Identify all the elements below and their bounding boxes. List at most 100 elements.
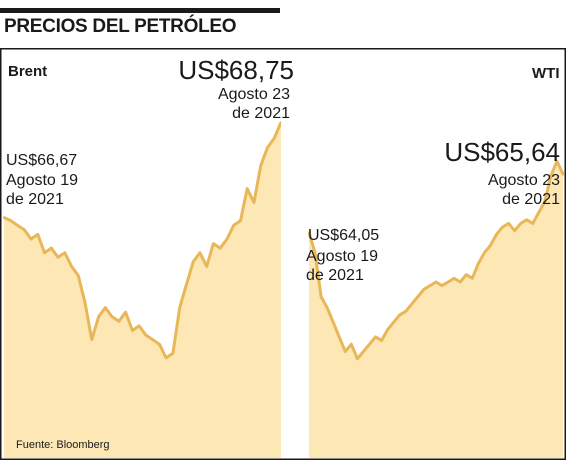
brent-point: [124, 311, 127, 314]
wti-point: [428, 284, 432, 287]
brent-point: [2, 216, 6, 219]
wti-point: [519, 222, 522, 225]
brent-start-value: US$66,67: [6, 152, 78, 169]
title-rule: [0, 8, 280, 13]
wti-point: [501, 225, 504, 229]
brent-point: [158, 343, 161, 346]
brent-point: [110, 315, 114, 318]
wti-end-date-line1: Agosto 23: [487, 172, 560, 189]
brent-point: [185, 283, 188, 286]
brent-point: [63, 251, 66, 254]
wti-point: [495, 233, 498, 236]
brent-point: [83, 301, 87, 305]
brent-point: [178, 306, 181, 309]
page-title: PRECIOS DEL PETRÓLEO: [4, 16, 237, 37]
wti-point: [319, 295, 323, 298]
wti-point: [525, 218, 528, 221]
wti-point: [489, 244, 492, 247]
brent-line: [3, 121, 283, 360]
brent-end-date-line1: Agosto 23: [217, 86, 290, 103]
wti-start-date-line1: Agosto 19: [306, 248, 379, 265]
brent-point: [131, 329, 134, 332]
chart-divider: [281, 50, 308, 458]
brent-chart: [2, 121, 283, 459]
wti-point: [477, 262, 480, 265]
wti-point: [380, 339, 383, 342]
brent-start-date-line1: Agosto 19: [6, 172, 79, 189]
wti-point: [344, 350, 347, 353]
wti-start-value: US$64,05: [308, 227, 380, 244]
brent-point: [151, 338, 154, 341]
source-note: Fuente: Bloomberg: [16, 439, 110, 451]
wti-point: [368, 343, 371, 346]
brent-point: [246, 187, 249, 190]
frame-border: [0, 48, 566, 460]
brent-point: [29, 237, 33, 241]
brent-point: [212, 242, 215, 245]
brent-point: [164, 356, 168, 360]
series-label-brent: Brent: [8, 63, 48, 80]
brent-point: [70, 265, 73, 268]
brent-end-date-line2: de 2021: [232, 105, 290, 122]
wti-point: [513, 229, 516, 232]
wti-point: [543, 200, 547, 203]
wti-point: [537, 211, 540, 214]
oil-price-charts: [0, 48, 566, 460]
brent-point: [16, 224, 19, 227]
wti-end-date-line2: de 2021: [502, 191, 560, 208]
wti-point: [531, 222, 534, 225]
wti-area: [309, 161, 563, 458]
brent-point: [219, 246, 222, 250]
series-label-wti: WTI: [532, 65, 560, 82]
wti-point: [459, 280, 462, 284]
brent-point: [144, 333, 148, 337]
wti-point: [313, 251, 317, 254]
brent-point: [97, 315, 100, 318]
wti-start-date-line2: de 2021: [306, 267, 364, 284]
wti-point: [356, 357, 359, 360]
brent-point: [205, 265, 208, 268]
wti-point: [350, 343, 353, 346]
wti-point: [392, 321, 395, 324]
wti-point: [446, 280, 450, 284]
wti-point: [471, 277, 474, 280]
wti-point: [507, 222, 510, 225]
wti-end-value: US$65,64: [444, 137, 560, 167]
wti-chart: [307, 159, 565, 458]
brent-point: [252, 201, 256, 204]
wti-point: [398, 313, 401, 317]
wti-point: [549, 174, 553, 177]
wti-point: [561, 173, 565, 176]
brent-point: [192, 260, 195, 263]
brent-point: [137, 324, 141, 328]
brent-point: [259, 164, 262, 167]
wti-point: [338, 335, 341, 339]
brent-start-date-line2: de 2021: [6, 191, 64, 208]
brent-point: [56, 256, 60, 259]
wti-point: [440, 284, 444, 287]
brent-point: [77, 274, 80, 277]
chart-frame: Brent US$68,75 Agosto 23 de 2021 US$66,6…: [0, 48, 566, 460]
brent-point: [232, 224, 235, 227]
wti-point: [332, 321, 335, 324]
brent-point: [36, 233, 39, 236]
brent-point: [266, 146, 269, 149]
wti-point: [374, 335, 377, 339]
brent-point: [23, 228, 26, 231]
wti-point: [465, 273, 468, 276]
brent-point: [117, 320, 121, 323]
brent-point: [273, 137, 276, 140]
brent-point: [50, 246, 53, 250]
wti-point: [410, 302, 413, 306]
wti-point: [483, 251, 486, 254]
wti-point: [325, 306, 329, 309]
wti-point: [452, 277, 456, 280]
brent-point: [198, 251, 202, 254]
brent-point: [9, 219, 12, 222]
brent-point: [104, 306, 107, 309]
wti-point: [416, 295, 420, 298]
wti-point: [434, 280, 438, 284]
wti-point: [404, 310, 407, 313]
brent-point: [225, 237, 229, 241]
wti-point: [386, 328, 389, 331]
